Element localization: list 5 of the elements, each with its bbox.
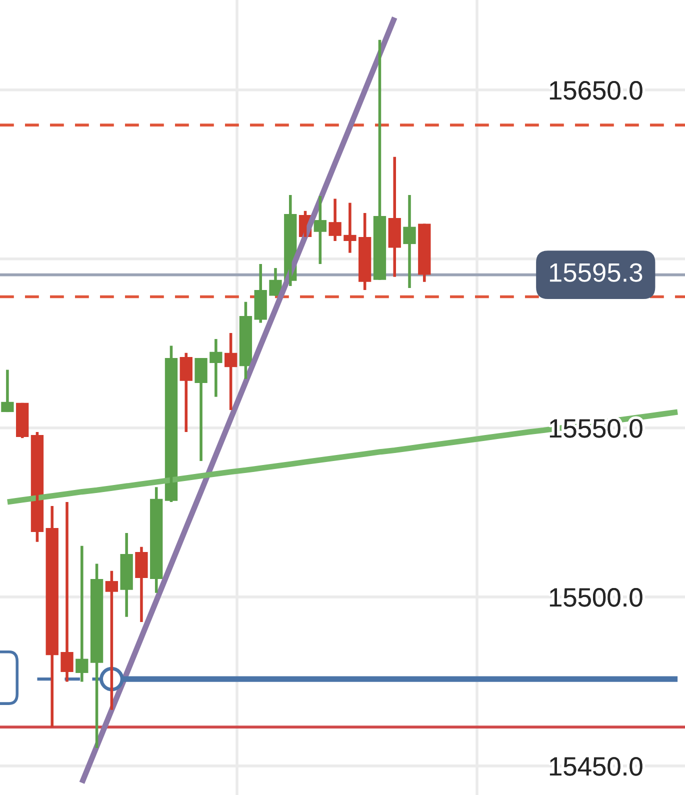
y-tick-label: 15450.0 [550,757,642,776]
y-tick-label: 15500.0 [550,588,642,607]
y-tick-label: 15650.0 [550,81,642,100]
y-tick-label: 15550.0 [550,419,642,438]
ref-line-label: 15595.3 [550,263,642,282]
